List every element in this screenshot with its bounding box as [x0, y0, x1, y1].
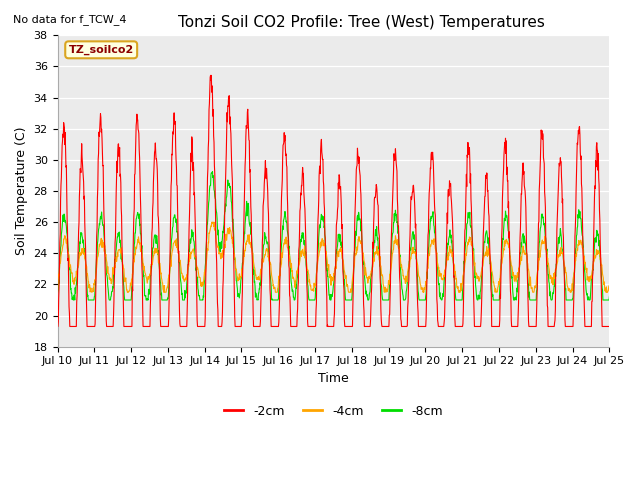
- -2cm: [177, 324, 184, 329]
- Y-axis label: Soil Temperature (C): Soil Temperature (C): [15, 127, 28, 255]
- -8cm: [177, 278, 184, 284]
- -8cm: [209, 168, 216, 174]
- X-axis label: Time: Time: [318, 372, 349, 385]
- -4cm: [88, 289, 95, 295]
- -2cm: [163, 324, 171, 329]
- -4cm: [420, 289, 428, 295]
- -2cm: [54, 324, 61, 329]
- -4cm: [541, 239, 548, 245]
- -8cm: [69, 297, 77, 303]
- -8cm: [54, 290, 61, 296]
- -4cm: [605, 282, 613, 288]
- -4cm: [177, 263, 184, 268]
- -2cm: [540, 161, 548, 167]
- Text: TZ_soilco2: TZ_soilco2: [68, 45, 134, 55]
- -2cm: [239, 288, 246, 294]
- -4cm: [208, 219, 216, 225]
- -8cm: [163, 297, 171, 303]
- -2cm: [492, 324, 499, 329]
- -8cm: [492, 297, 500, 303]
- Line: -4cm: -4cm: [58, 222, 609, 292]
- -8cm: [605, 293, 613, 299]
- -2cm: [420, 324, 428, 329]
- -8cm: [239, 261, 246, 267]
- -4cm: [492, 287, 500, 292]
- -4cm: [54, 288, 61, 293]
- -8cm: [541, 225, 548, 230]
- Text: No data for f_TCW_4: No data for f_TCW_4: [13, 14, 126, 25]
- -4cm: [163, 284, 171, 290]
- -4cm: [239, 264, 246, 270]
- Legend: -2cm, -4cm, -8cm: -2cm, -4cm, -8cm: [220, 400, 447, 423]
- Line: -2cm: -2cm: [58, 75, 609, 326]
- Title: Tonzi Soil CO2 Profile: Tree (West) Temperatures: Tonzi Soil CO2 Profile: Tree (West) Temp…: [178, 15, 545, 30]
- -2cm: [207, 72, 214, 78]
- Line: -8cm: -8cm: [58, 171, 609, 300]
- -8cm: [420, 297, 428, 303]
- -2cm: [605, 324, 613, 329]
